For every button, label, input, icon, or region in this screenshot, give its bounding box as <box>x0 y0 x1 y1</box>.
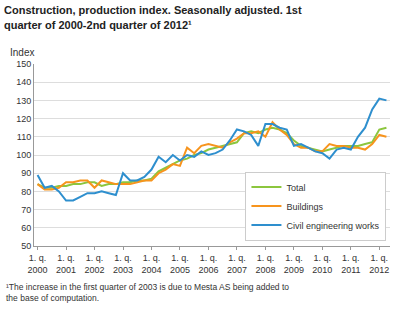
svg-text:Index: Index <box>10 47 34 58</box>
svg-text:1. q.2006: 1. q.2006 <box>198 253 218 275</box>
svg-text:Construction, production index: Construction, production index. Seasonal… <box>4 4 302 30</box>
svg-text:1. q.2011: 1. q.2011 <box>341 253 360 275</box>
svg-text:150: 150 <box>16 59 31 69</box>
svg-text:1. q.2001: 1. q.2001 <box>56 253 76 275</box>
svg-text:1. q.2003: 1. q.2003 <box>113 253 133 275</box>
svg-text:80: 80 <box>21 187 31 197</box>
svg-text:Buildings: Buildings <box>286 202 323 212</box>
svg-text:140: 140 <box>16 77 31 87</box>
svg-text:Civil engineering works: Civil engineering works <box>286 221 379 231</box>
svg-text:1. q.2012: 1. q.2012 <box>369 253 389 275</box>
svg-text:1. q.2008: 1. q.2008 <box>255 253 275 275</box>
svg-text:1. q.2009: 1. q.2009 <box>284 253 304 275</box>
svg-text:70: 70 <box>21 205 31 215</box>
svg-text:¹The increase in the first qua: ¹The increase in the first quarter of 20… <box>6 282 289 303</box>
svg-text:110: 110 <box>17 132 31 142</box>
svg-text:90: 90 <box>21 168 31 178</box>
svg-text:1. q.2000: 1. q.2000 <box>28 253 48 275</box>
svg-text:130: 130 <box>16 96 31 106</box>
svg-text:1. q.2007: 1. q.2007 <box>227 253 247 275</box>
svg-text:120: 120 <box>16 114 31 124</box>
svg-text:1. q.2005: 1. q.2005 <box>170 253 190 275</box>
svg-text:50: 50 <box>21 241 31 251</box>
svg-text:1. q.2010: 1. q.2010 <box>312 253 332 275</box>
svg-text:1. q.2004: 1. q.2004 <box>141 253 161 275</box>
svg-text:60: 60 <box>21 223 31 233</box>
svg-text:Total: Total <box>286 183 305 193</box>
svg-text:100: 100 <box>16 150 31 160</box>
svg-text:1. q.2002: 1. q.2002 <box>85 253 105 275</box>
